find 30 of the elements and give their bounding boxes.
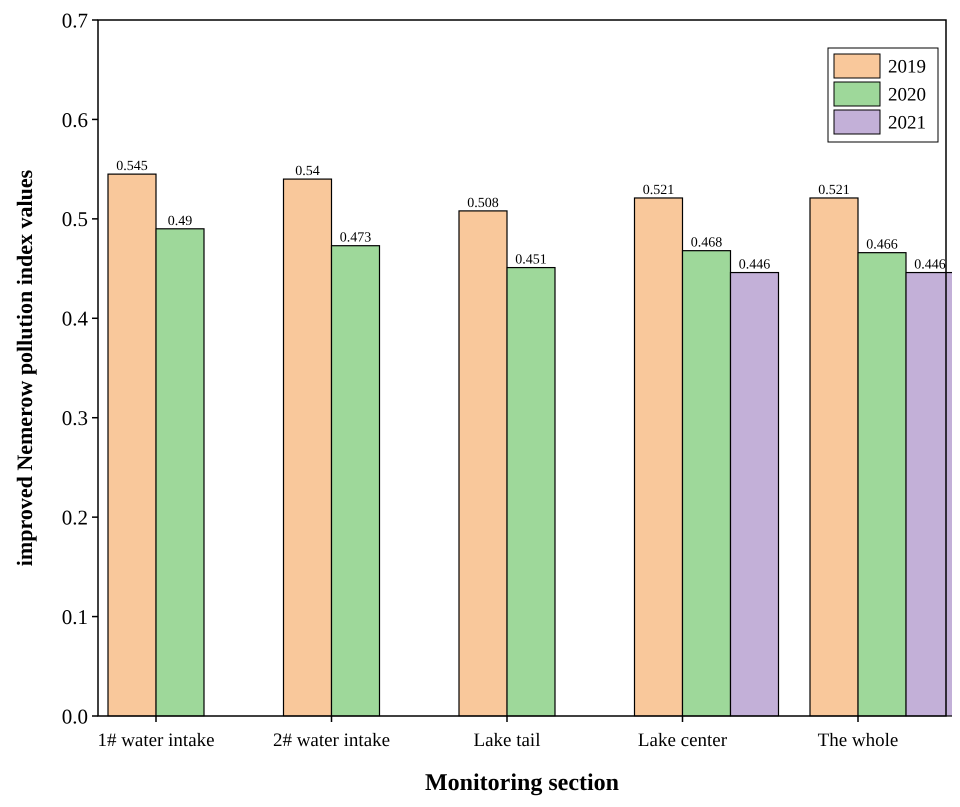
x-tick-label: Lake center bbox=[638, 730, 728, 751]
data-label: 0.508 bbox=[467, 196, 499, 211]
x-axis-title: Monitoring section bbox=[425, 770, 619, 796]
data-label: 0.545 bbox=[116, 159, 148, 174]
data-label: 0.451 bbox=[515, 252, 547, 268]
data-label: 0.521 bbox=[642, 182, 674, 198]
data-label: 0.473 bbox=[340, 230, 372, 246]
legend-label: 2020 bbox=[888, 84, 926, 106]
x-tick-label: 2# water intake bbox=[272, 730, 390, 751]
data-label: 0.54 bbox=[295, 164, 320, 180]
y-tick-label: 0.6 bbox=[62, 108, 88, 132]
x-tick-label: The whole bbox=[818, 730, 898, 751]
data-label: 0.446 bbox=[738, 258, 770, 273]
y-tick-label: 0.2 bbox=[62, 505, 88, 530]
legend-label: 2021 bbox=[888, 112, 926, 134]
y-tick-label: 0.3 bbox=[62, 406, 88, 430]
data-label: 0.521 bbox=[818, 182, 850, 198]
y-tick-label: 0.7 bbox=[62, 8, 88, 32]
y-axis-title: improved Nemerow pollution index values bbox=[12, 169, 37, 566]
y-tick-label: 0.0 bbox=[62, 704, 88, 728]
data-label: 0.446 bbox=[914, 258, 946, 273]
x-tick-label: Lake tail bbox=[474, 730, 540, 751]
y-tick-label: 0.1 bbox=[62, 604, 88, 629]
data-label: 0.468 bbox=[690, 236, 722, 251]
legend-label: 2019 bbox=[888, 56, 926, 78]
y-tick-label: 0.4 bbox=[62, 306, 88, 331]
data-label: 0.466 bbox=[866, 238, 898, 253]
x-tick-label: 1# water intake bbox=[97, 730, 215, 751]
data-label: 0.49 bbox=[168, 214, 192, 229]
y-tick-label: 0.5 bbox=[62, 207, 88, 232]
